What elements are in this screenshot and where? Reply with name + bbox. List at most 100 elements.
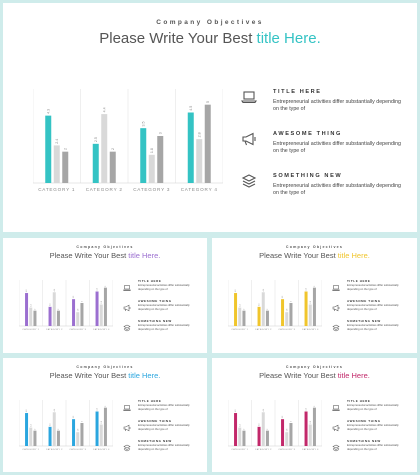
data-label: 4.5 <box>97 408 99 411</box>
info-body: Entrepreneurial activities differ substa… <box>347 444 399 451</box>
info-heading: TITLE HERE <box>138 399 162 403</box>
info-heading: AWESOME THING <box>138 299 172 303</box>
data-label: 2 <box>244 429 246 430</box>
category-label: CATEGORY 1 <box>231 328 248 331</box>
data-label: 5 <box>105 406 107 407</box>
data-label: 4.3 <box>235 410 237 413</box>
bar <box>95 411 99 446</box>
info-item: SOMETHING NEW Entrepreneurial activities … <box>332 439 412 459</box>
layers-icon <box>332 319 340 332</box>
category-label: CATEGORY 3 <box>69 328 86 331</box>
title-plain: Please Write Your Best <box>49 371 129 380</box>
info-body: Entrepreneurial activities differ substa… <box>273 99 401 112</box>
title-plain: Please Write Your Best <box>259 371 338 380</box>
info-heading: SOMETHING NEW <box>347 439 381 443</box>
category-label: CATEGORY 3 <box>69 448 86 451</box>
data-label: 3 <box>291 301 293 302</box>
info-body: Entrepreneurial activities differ substa… <box>273 141 401 154</box>
data-label: 4.4 <box>54 409 56 412</box>
info-body: Entrepreneurial activities differ substa… <box>138 324 190 331</box>
bar-chart: 4.3 2.4 2 CATEGORY 1 2.5 4.4 2 CATEGORY 2 3.5 1.8… <box>19 400 113 451</box>
bar <box>53 145 60 183</box>
info-body: Entrepreneurial activities differ substa… <box>138 424 190 431</box>
data-label: 2 <box>35 429 37 430</box>
info-heading: TITLE HERE <box>273 89 322 95</box>
info-list: TITLE HERE Entrepreneurial activities dif… <box>331 279 412 339</box>
data-label: 5 <box>105 286 107 287</box>
info-item: TITLE HERE Entrepreneurial activities dif… <box>240 89 411 131</box>
slide-subtitle: Company Objectives <box>285 365 344 369</box>
data-label: 2 <box>35 309 37 310</box>
laptop-icon <box>122 279 132 292</box>
category-label: CATEGORY 4 <box>181 187 218 192</box>
data-label: 3.5 <box>142 121 146 126</box>
bar <box>204 104 211 183</box>
info-body: Entrepreneurial activities differ substa… <box>138 284 190 291</box>
data-label: 4.5 <box>97 288 99 291</box>
bar <box>257 426 261 446</box>
title-accent: title Here. <box>128 371 161 380</box>
bar <box>33 310 37 326</box>
data-label: 2 <box>111 148 115 150</box>
bar <box>101 114 108 183</box>
data-label: 2.4 <box>30 424 32 427</box>
layers-icon <box>123 439 131 452</box>
title-accent: title Here. <box>256 30 321 47</box>
data-label: 4.5 <box>189 106 193 111</box>
bar <box>234 293 238 326</box>
megaphone-icon <box>332 419 340 432</box>
bar <box>103 287 107 326</box>
title-plain: Please Write Your Best <box>259 251 338 260</box>
bar <box>234 413 238 446</box>
data-label: 3.5 <box>282 416 284 419</box>
data-label: 4.3 <box>47 109 51 114</box>
data-label: 2.5 <box>259 423 261 426</box>
thumbnail-yellow[interactable]: Company Objectives Please Write Your Bes… <box>212 238 417 353</box>
category-label: CATEGORY 4 <box>93 328 110 331</box>
data-label: 3 <box>82 421 84 422</box>
data-label: 3 <box>291 421 293 422</box>
data-label: 2.8 <box>101 301 103 304</box>
bar <box>242 430 246 446</box>
main-slide[interactable]: Company Objectives Please Write Your Bes… <box>3 3 417 232</box>
info-body: Entrepreneurial activities differ substa… <box>347 324 399 331</box>
info-list: TITLE HERE Entrepreneurial activities dif… <box>240 89 411 215</box>
slide-subtitle: Company Objectives <box>76 245 134 249</box>
bar <box>48 426 52 446</box>
data-label: 4.3 <box>26 410 28 413</box>
data-label: 2.4 <box>239 304 241 307</box>
info-heading: SOMETHING NEW <box>138 319 172 323</box>
bar <box>157 136 164 183</box>
info-heading: AWESOME THING <box>273 131 342 137</box>
data-label: 3.5 <box>73 296 75 299</box>
data-label: 2.4 <box>239 424 241 427</box>
category-label: CATEGORY 2 <box>46 448 63 451</box>
thumbnail-blue[interactable]: Company Objectives Please Write Your Bes… <box>3 358 207 472</box>
title-accent: title Here. <box>128 251 161 260</box>
bar <box>261 292 265 326</box>
category-label: CATEGORY 4 <box>302 328 319 331</box>
info-item: AWESOME THING Entrepreneurial activities … <box>332 419 412 439</box>
data-label: 2 <box>244 309 246 310</box>
bar <box>304 291 308 326</box>
data-label: 2 <box>267 309 269 310</box>
slide-title: Please Write Your Best title Here. <box>3 30 417 47</box>
bar <box>48 306 52 326</box>
bar <box>304 411 308 446</box>
thumbnail-magenta[interactable]: Company Objectives Please Write Your Bes… <box>212 358 417 472</box>
info-body: Entrepreneurial activities differ substa… <box>138 444 190 451</box>
info-list: TITLE HERE Entrepreneurial activities dif… <box>122 399 203 459</box>
data-label: 3 <box>82 301 84 302</box>
bar <box>140 128 147 183</box>
bar <box>29 427 33 446</box>
thumbnail-purple[interactable]: Company Objectives Please Write Your Bes… <box>3 238 207 353</box>
bar <box>187 112 194 183</box>
bar <box>148 154 155 183</box>
info-item: SOMETHING NEW Entrepreneurial activities … <box>241 173 411 215</box>
title-accent: title Here. <box>337 251 370 260</box>
data-label: 2.4 <box>30 304 32 307</box>
category-label: CATEGORY 2 <box>255 448 272 451</box>
category-label: CATEGORY 1 <box>22 448 39 451</box>
bar <box>62 151 69 183</box>
info-heading: TITLE HERE <box>347 279 371 283</box>
